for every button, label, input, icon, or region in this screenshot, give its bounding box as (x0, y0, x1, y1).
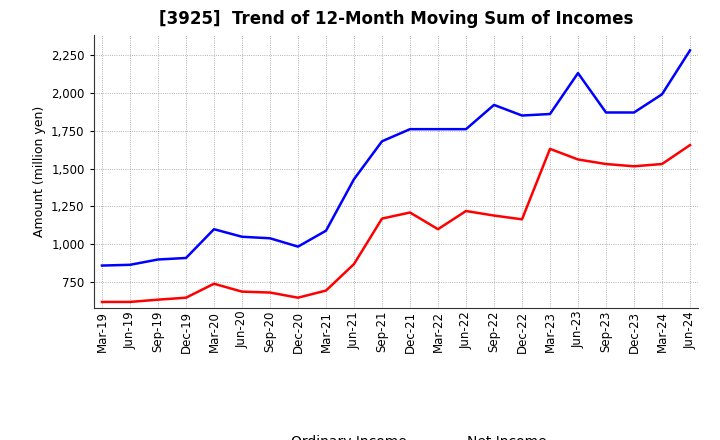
Ordinary Income (602, 110, 611, 115)
Net Income (266, 290, 274, 295)
Ordinary Income (462, 127, 470, 132)
Net Income (378, 216, 387, 221)
Net Income (490, 213, 498, 218)
Ordinary Income (153, 257, 162, 262)
Ordinary Income (98, 263, 107, 268)
Net Income (574, 157, 582, 162)
Ordinary Income (490, 102, 498, 107)
Ordinary Income (574, 70, 582, 76)
Net Income (405, 210, 414, 215)
Title: [3925]  Trend of 12-Month Moving Sum of Incomes: [3925] Trend of 12-Month Moving Sum of I… (159, 10, 633, 28)
Net Income (518, 216, 526, 222)
Net Income (462, 209, 470, 214)
Net Income (238, 289, 246, 294)
Net Income (126, 299, 135, 304)
Y-axis label: Amount (million yen): Amount (million yen) (32, 106, 45, 237)
Ordinary Income (210, 227, 218, 232)
Ordinary Income (657, 92, 666, 97)
Net Income (350, 261, 359, 267)
Ordinary Income (378, 139, 387, 144)
Line: Ordinary Income: Ordinary Income (102, 50, 690, 266)
Ordinary Income (546, 111, 554, 117)
Net Income (153, 297, 162, 302)
Net Income (294, 295, 302, 301)
Net Income (685, 143, 694, 148)
Net Income (546, 146, 554, 151)
Legend: Ordinary Income, Net Income: Ordinary Income, Net Income (240, 429, 552, 440)
Net Income (602, 161, 611, 167)
Net Income (181, 295, 190, 301)
Net Income (98, 299, 107, 304)
Net Income (322, 288, 330, 293)
Ordinary Income (433, 127, 442, 132)
Net Income (210, 281, 218, 286)
Ordinary Income (181, 255, 190, 260)
Line: Net Income: Net Income (102, 145, 690, 302)
Ordinary Income (238, 234, 246, 239)
Net Income (630, 164, 639, 169)
Ordinary Income (266, 236, 274, 241)
Ordinary Income (630, 110, 639, 115)
Ordinary Income (294, 244, 302, 249)
Ordinary Income (322, 228, 330, 233)
Net Income (433, 227, 442, 232)
Ordinary Income (685, 48, 694, 53)
Ordinary Income (126, 262, 135, 268)
Net Income (657, 161, 666, 167)
Ordinary Income (405, 127, 414, 132)
Ordinary Income (350, 176, 359, 182)
Ordinary Income (518, 113, 526, 118)
